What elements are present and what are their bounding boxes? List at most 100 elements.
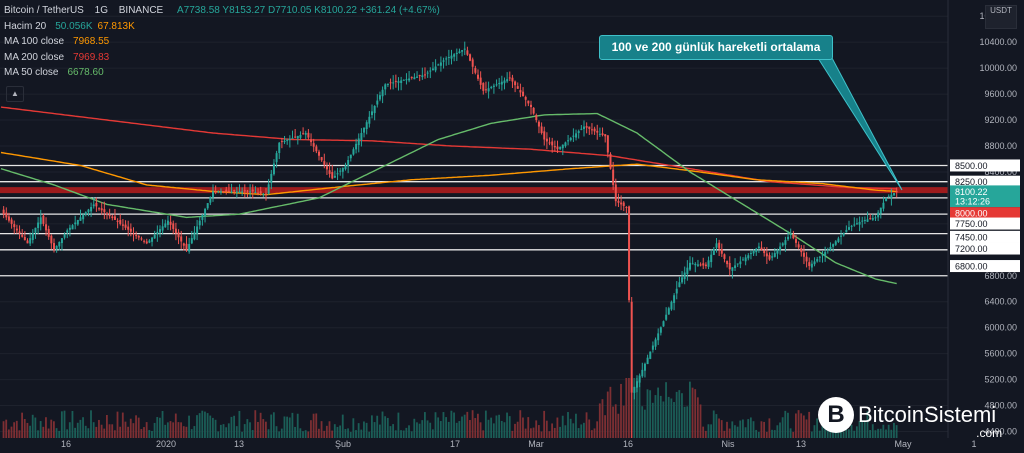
indicator-row[interactable]: MA 50 close 6678.60 [4, 65, 440, 81]
volume-bar [45, 417, 47, 438]
candle-body [532, 107, 535, 114]
volume-bar [641, 406, 644, 438]
volume-bar [74, 427, 76, 438]
volume-bar [294, 426, 296, 438]
volume-bar [455, 422, 458, 438]
indicator-row[interactable]: Hacim 20 50.056K 67.813K [4, 19, 440, 35]
candle-body [365, 122, 368, 130]
y-tick-label: 4800.00 [984, 401, 1017, 411]
candle-body [593, 128, 596, 132]
candle-body [108, 214, 111, 217]
volume-bar [755, 429, 758, 438]
volume-bar [845, 426, 848, 438]
ohlc-values: A7738.58 Y8153.27 D7710.05 K8100.22 +361… [177, 5, 440, 16]
volume-bar [763, 421, 765, 438]
candle-body [243, 190, 246, 192]
volume-bar [537, 425, 540, 438]
indicator-value: 7968.55 [73, 36, 110, 47]
volume-bar [384, 416, 387, 438]
candle-body [871, 218, 874, 220]
candle-body [869, 218, 872, 220]
volume-bar [739, 420, 742, 438]
candle-body [26, 240, 29, 244]
volume-bar [233, 415, 235, 438]
candle-body [760, 247, 763, 250]
volume-bar [408, 425, 410, 438]
volume-bar [673, 402, 675, 438]
y-tick-label: 10400.00 [979, 37, 1017, 47]
candle-body [855, 223, 858, 225]
volume-bar [315, 413, 318, 438]
volume-bar [15, 420, 18, 438]
x-tick-label: 17 [450, 439, 460, 449]
candle-body [606, 135, 609, 153]
volume-bar [834, 428, 837, 438]
volume-bar [347, 428, 349, 438]
candle-body [768, 255, 771, 260]
volume-bar [567, 412, 569, 438]
volume-bar [469, 420, 471, 438]
volume-bar [757, 431, 760, 438]
candle-body [219, 191, 222, 193]
volume-bar [487, 419, 490, 438]
candle-body [13, 224, 16, 228]
volume-bar [479, 422, 482, 438]
indicator-value: 6678.60 [67, 67, 104, 78]
volume-bar [397, 412, 400, 438]
volume-bar [82, 417, 84, 438]
volume-bar [712, 410, 715, 438]
indicator-row[interactable]: MA 200 close 7969.83 [4, 50, 440, 66]
volume-bar [516, 421, 519, 438]
volume-bar [439, 421, 442, 438]
candle-body [487, 88, 490, 92]
candle-body [742, 259, 744, 261]
ma100-line [0, 151, 897, 196]
candle-body [580, 128, 583, 130]
volume-bar [678, 390, 681, 438]
candle-body [689, 262, 691, 270]
candle-body [519, 90, 522, 93]
candle-body [95, 202, 98, 207]
candle-body [7, 216, 10, 221]
quote-unit-badge[interactable]: USDT [985, 5, 1017, 29]
candle-body [302, 133, 305, 135]
candle-body [272, 163, 275, 175]
volume-bar [649, 390, 652, 438]
volume-bars [2, 378, 898, 438]
candle-body [617, 200, 620, 203]
indicator-row[interactable]: MA 100 close 7968.55 [4, 34, 440, 50]
volume-bar [135, 415, 137, 438]
candle-body [241, 191, 244, 193]
volume-bar [553, 427, 556, 438]
volume-bar [458, 421, 461, 438]
candle-body [307, 132, 310, 138]
candle-body [776, 249, 779, 254]
candle-body [230, 191, 233, 193]
volume-bar [267, 429, 270, 438]
volume-bar [161, 410, 164, 438]
candle-body [254, 192, 257, 194]
volume-bar [749, 417, 752, 438]
chevron-up-icon[interactable]: ▲ [6, 86, 24, 102]
indicator-label: MA 50 close [4, 67, 59, 78]
volume-bar [614, 404, 617, 438]
volume-bar [659, 395, 662, 438]
candle-body [850, 225, 853, 227]
volume-bar [227, 423, 230, 438]
brand-watermark: B BitcoinSistemi .com [818, 393, 1002, 440]
volume-bar [795, 413, 797, 438]
candle-body [37, 222, 40, 229]
volume-bar [341, 414, 344, 438]
volume-bar [53, 421, 55, 438]
candle-body [445, 58, 448, 60]
candle-body [310, 139, 313, 143]
symbol-row: Bitcoin / TetherUS 1G BINANCE A7738.58 Y… [4, 3, 440, 19]
y-tick-label: 9200.00 [984, 115, 1017, 125]
candle-body [818, 256, 821, 258]
candle-body [188, 243, 191, 252]
symbol-name: Bitcoin / TetherUS [4, 5, 84, 16]
volume-bar [744, 427, 747, 438]
candle-body [479, 77, 482, 85]
candle-body [500, 81, 503, 85]
